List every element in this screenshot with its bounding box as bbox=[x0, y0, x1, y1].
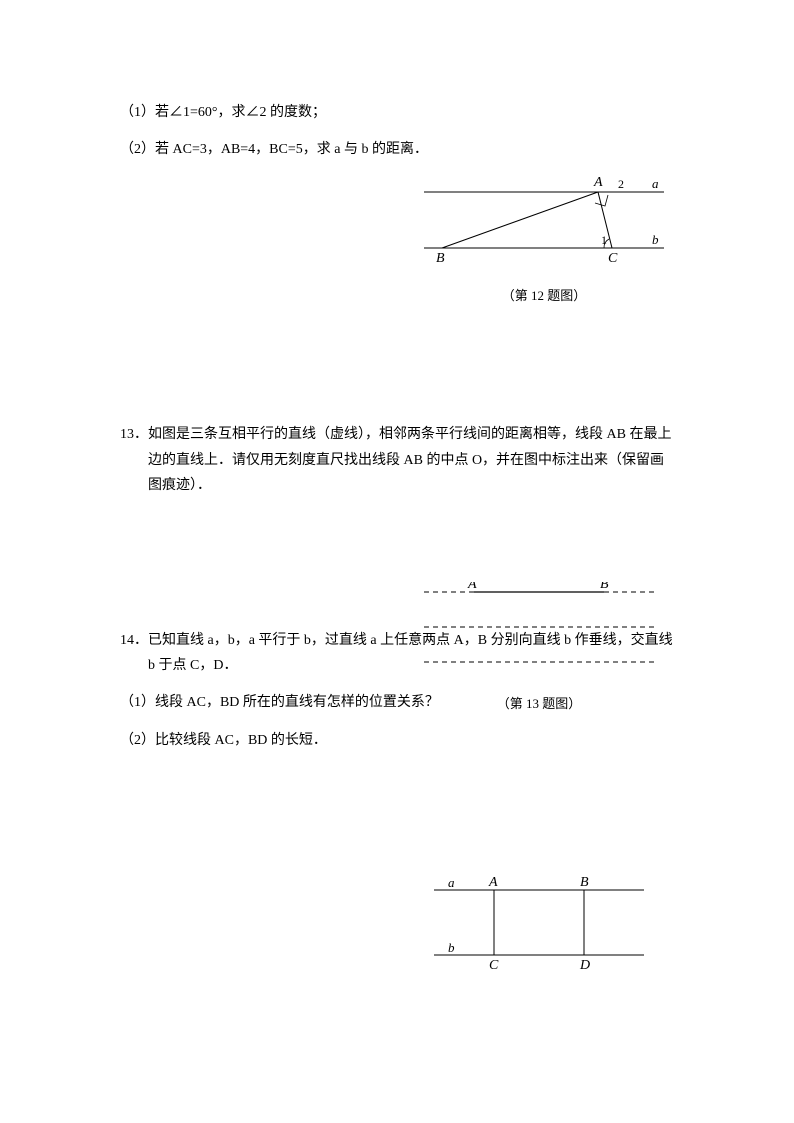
svg-text:A: A bbox=[467, 582, 477, 592]
q12-svg: A B C a b 1 2 bbox=[424, 164, 664, 274]
q13-caption: （第 13 题图） bbox=[424, 693, 654, 712]
q14-figure: A B C D a b bbox=[434, 875, 644, 975]
q13-figure: A B （第 13 题图） bbox=[424, 582, 654, 712]
svg-text:b: b bbox=[652, 232, 659, 247]
q12-figure: A B C a b 1 2 （第 12 题图） bbox=[424, 164, 664, 304]
q14-part2: （2）比较线段 AC，BD 的长短． bbox=[120, 728, 674, 753]
q13-block: 13．如图是三条互相平行的直线（虚线），相邻两条平行线间的距离相等，线段 AB … bbox=[120, 422, 674, 498]
q13-svg: A B bbox=[424, 582, 654, 682]
svg-text:C: C bbox=[608, 251, 618, 266]
svg-text:b: b bbox=[448, 940, 455, 955]
svg-text:D: D bbox=[579, 958, 590, 970]
svg-text:2: 2 bbox=[618, 177, 624, 191]
q13-text: 13．如图是三条互相平行的直线（虚线），相邻两条平行线间的距离相等，线段 AB … bbox=[120, 422, 674, 498]
svg-text:B: B bbox=[600, 582, 609, 592]
svg-text:A: A bbox=[488, 875, 498, 890]
svg-text:a: a bbox=[652, 176, 659, 191]
svg-text:B: B bbox=[436, 251, 445, 266]
svg-text:a: a bbox=[448, 875, 455, 890]
q12-part1: （1）若∠1=60°，求∠2 的度数； bbox=[120, 100, 674, 125]
q12-caption: （第 12 题图） bbox=[424, 285, 664, 304]
svg-text:B: B bbox=[580, 875, 589, 890]
q12-part2: （2）若 AC=3，AB=4，BC=5，求 a 与 b 的距离． bbox=[120, 137, 674, 162]
svg-text:A: A bbox=[593, 175, 603, 190]
page-content: （1）若∠1=60°，求∠2 的度数； （2）若 AC=3，AB=4，BC=5，… bbox=[0, 0, 794, 753]
svg-text:C: C bbox=[489, 958, 499, 970]
q14-svg: A B C D a b bbox=[434, 875, 644, 970]
